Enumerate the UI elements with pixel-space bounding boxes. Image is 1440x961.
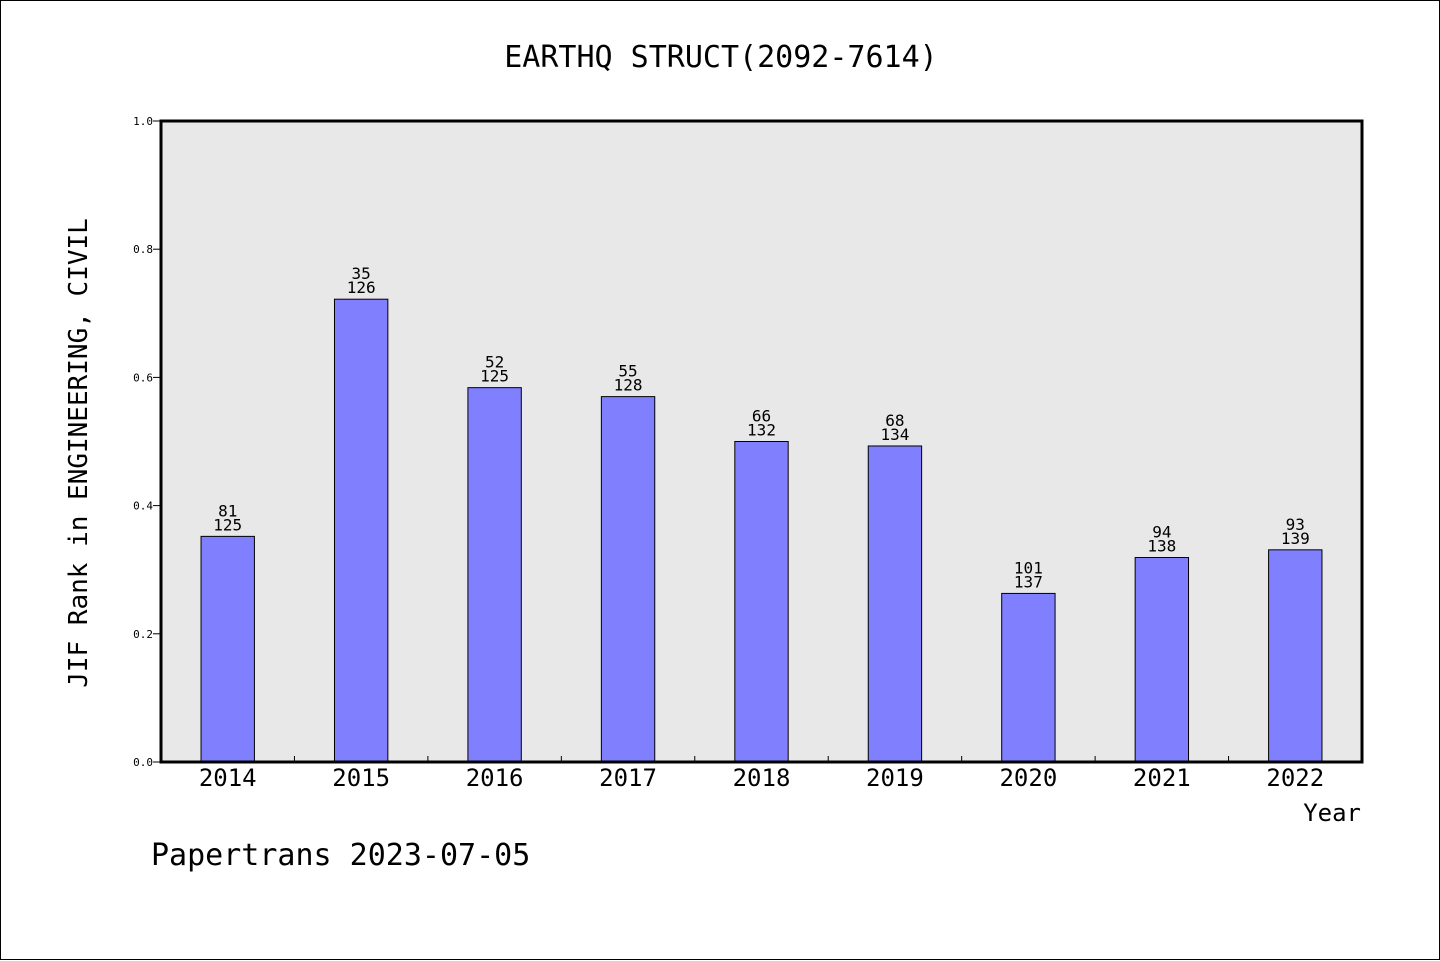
bar-2014 [200, 535, 255, 763]
bar-series [200, 298, 1323, 763]
bar-rank-label: 101 [1014, 558, 1043, 577]
bar-2020 [1001, 592, 1056, 763]
bar-rank-label: 81 [218, 501, 237, 520]
footer-text: Papertrans 2023-07-05 [151, 838, 530, 873]
x-axis: 2014 2015 2016 2017 2018 2019 2020 2021 2022 [199, 764, 1324, 792]
bar-2015 [333, 298, 389, 763]
bar-2016 [467, 387, 522, 763]
y-tick-label: 0.6 [133, 371, 153, 384]
y-tick-label: 0.8 [133, 243, 153, 256]
y-axis: 0.0 0.2 0.4 0.6 0.8 1.0 [133, 115, 161, 769]
x-tick-label: 2017 [599, 764, 657, 792]
x-tick-label: 2022 [1266, 764, 1324, 792]
bar-total-label: 128 [614, 376, 643, 395]
x-tick-label: 2016 [466, 764, 524, 792]
bar-2017 [600, 396, 656, 763]
x-tick-label: 2021 [1133, 764, 1191, 792]
y-tick-label: 0.2 [133, 628, 153, 641]
x-axis-label: Year [1303, 799, 1361, 827]
x-tick-label: 2014 [199, 764, 257, 792]
bar-rank-label: 52 [485, 353, 504, 372]
bar-rank-label: 93 [1286, 515, 1305, 534]
bar-rank-label: 94 [1152, 523, 1171, 542]
x-tick-label: 2015 [332, 764, 390, 792]
x-tick-label: 2020 [999, 764, 1057, 792]
chart-title: EARTHQ STRUCT(2092-7614) [504, 40, 937, 75]
bar-total-label: 125 [213, 515, 242, 534]
bar-total-label: 137 [1014, 572, 1043, 591]
bar-total-label: 139 [1281, 529, 1310, 548]
bar-total-label: 134 [880, 425, 909, 444]
bar-rank-label: 55 [618, 362, 637, 381]
bar-total-label: 132 [747, 421, 776, 440]
bar-2022 [1268, 549, 1323, 763]
y-tick-label: 0.4 [133, 500, 153, 513]
bar-rank-label: 35 [352, 264, 371, 283]
y-axis-label: JIF Rank in ENGINEERING, CIVIL [64, 218, 94, 688]
bar-total-label: 125 [480, 367, 509, 386]
bar-rank-label: 68 [885, 411, 904, 430]
y-tick-label: 0.0 [133, 756, 153, 769]
plot-border [159, 119, 1364, 764]
bar-2018 [734, 441, 789, 763]
bar-total-label: 138 [1147, 537, 1176, 556]
bar-2021 [1134, 557, 1190, 763]
bar-total-label: 126 [347, 278, 376, 297]
bar-rank-label: 66 [752, 407, 771, 426]
x-tick-label: 2019 [866, 764, 924, 792]
x-tick-label: 2018 [733, 764, 791, 792]
y-tick-label: 1.0 [133, 115, 153, 128]
bar-2019 [867, 445, 923, 763]
